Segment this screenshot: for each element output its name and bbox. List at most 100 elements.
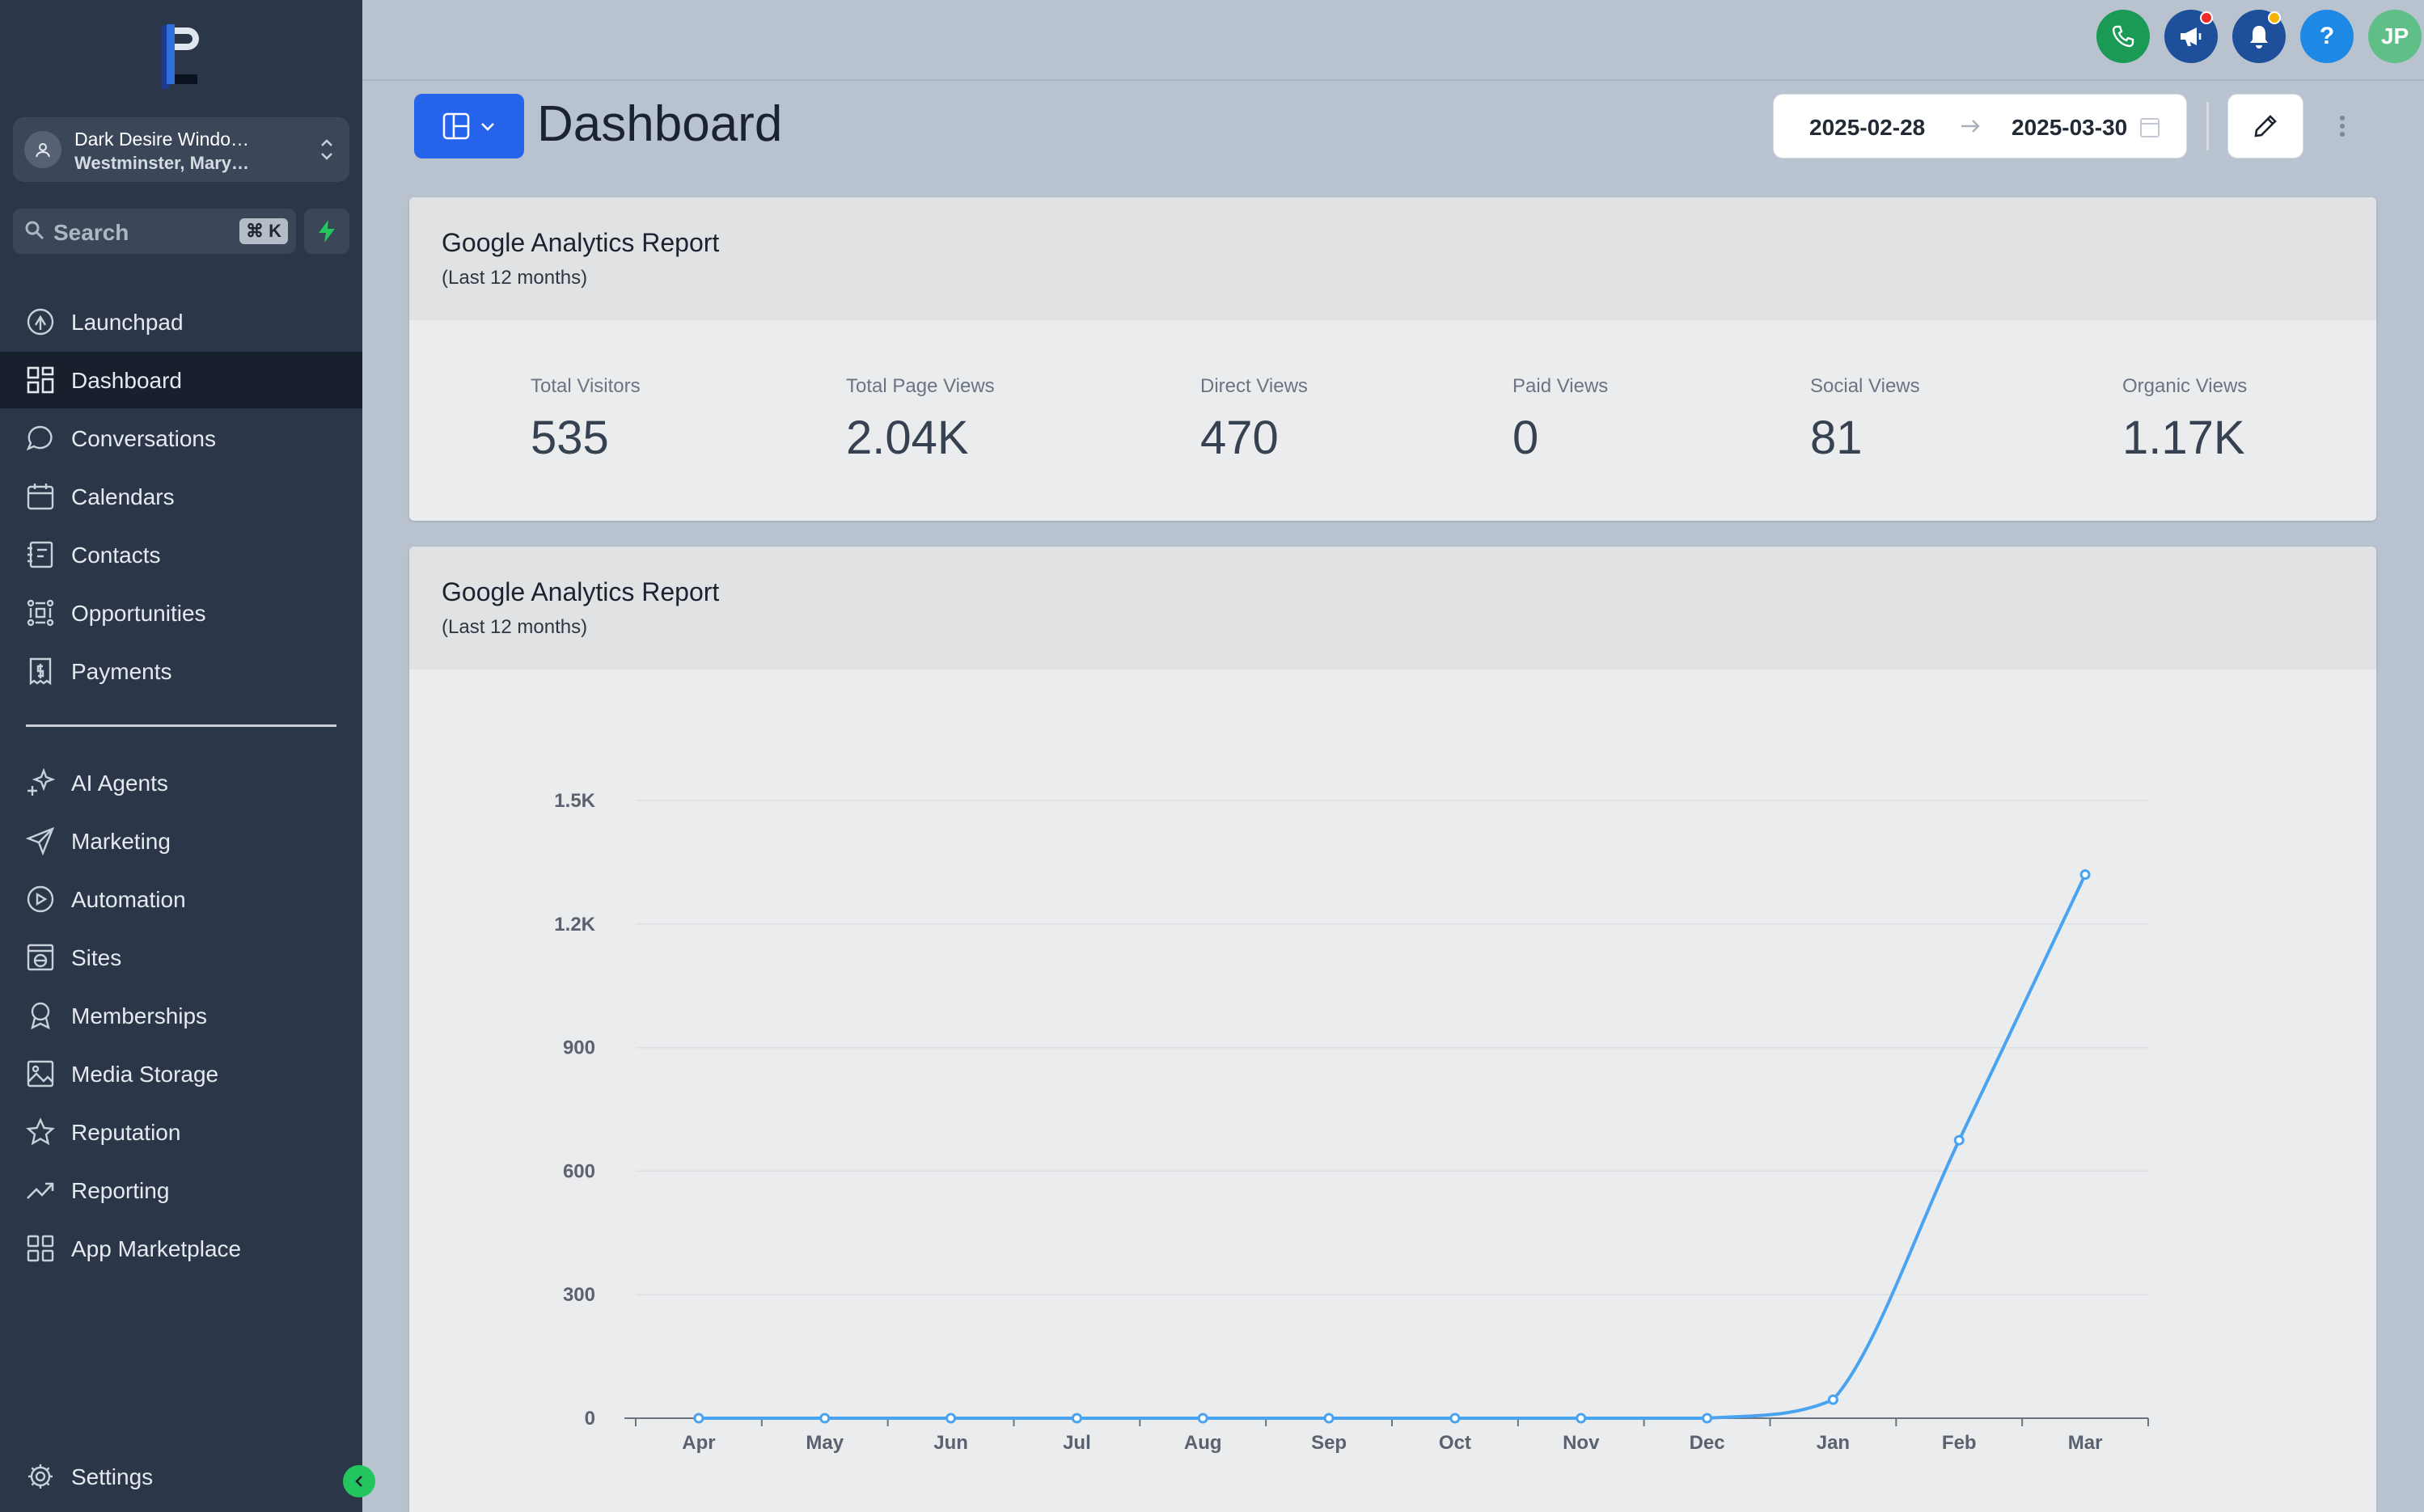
sidebar-item-payments[interactable]: Payments (0, 643, 362, 699)
sidebar-item-app-marketplace[interactable]: App Marketplace (0, 1220, 362, 1277)
sidebar-item-ai-agents[interactable]: AI Agents (0, 754, 362, 811)
quick-action-button[interactable] (304, 209, 349, 254)
search-box[interactable]: Search ⌘ K (13, 209, 296, 254)
card-subtitle: (Last 12 months) (442, 267, 588, 289)
sidebar-item-label: Calendars (71, 484, 175, 509)
series-line (698, 873, 2087, 1421)
card-header: Google Analytics Report (Last 12 months) (409, 197, 2376, 320)
sidebar-item-contacts[interactable]: Contacts (0, 526, 362, 583)
contacts-book-icon (27, 541, 53, 568)
brand-logo-icon[interactable] (159, 24, 201, 91)
data-point (1576, 1413, 1587, 1424)
user-location-icon (36, 143, 50, 158)
image-icon (27, 1060, 54, 1088)
stat-value: 0 (1512, 412, 1539, 464)
x-tick-label: Jul (1063, 1432, 1091, 1454)
sidebar-item-marketing[interactable]: Marketing (0, 813, 362, 869)
search-shortcut-badge: ⌘ K (239, 218, 288, 244)
dashboard-grid-icon (27, 366, 54, 394)
top-bar: ? JP (362, 0, 2424, 81)
sidebar-item-reputation[interactable]: Reputation (0, 1104, 362, 1160)
x-tick-label: Nov (1563, 1432, 1600, 1454)
sidebar-item-memberships[interactable]: Memberships (0, 987, 362, 1044)
x-tick-label: Jan (1817, 1432, 1850, 1454)
chevron-down-icon (481, 123, 494, 131)
megaphone-icon (2181, 27, 2202, 46)
more-options-button[interactable] (2328, 110, 2357, 142)
announcements-button[interactable] (2164, 10, 2218, 63)
x-tick-label: Jun (933, 1432, 968, 1454)
dashboard-layout-switcher[interactable] (414, 94, 524, 158)
x-tick-label: May (806, 1432, 844, 1454)
card-subtitle: (Last 12 months) (442, 616, 588, 638)
sidebar-item-media-storage[interactable]: Media Storage (0, 1045, 362, 1102)
sidebar-item-label: Dashboard (71, 368, 182, 393)
sidebar-item-label: Launchpad (71, 310, 184, 335)
arrow-right-icon (1961, 120, 1980, 133)
award-icon (31, 1002, 50, 1030)
x-tick-label: Dec (1690, 1432, 1725, 1454)
pencil-icon (2254, 115, 2277, 137)
launchpad-icon (27, 308, 54, 336)
sidebar-item-label: Memberships (71, 1003, 208, 1028)
data-point (945, 1413, 957, 1424)
bell-icon (2250, 26, 2268, 49)
notification-dot (2268, 11, 2281, 24)
stat-paid-views: Paid Views 0 (1512, 375, 1608, 465)
y-tick-label: 600 (563, 1160, 595, 1182)
data-point (1702, 1413, 1713, 1424)
sidebar-item-label: Media Storage (71, 1062, 219, 1087)
stat-social-views: Social Views 81 (1810, 375, 1920, 465)
stat-value: 1.17K (2122, 412, 2245, 464)
sidebar-item-automation[interactable]: Automation (0, 871, 362, 927)
sidebar-item-conversations[interactable]: Conversations (0, 410, 362, 467)
star-icon (26, 1117, 55, 1146)
globe-window-icon (27, 944, 54, 971)
location-avatar (24, 131, 61, 168)
date-range-picker[interactable]: 2025-02-28 2025-03-30 (1773, 94, 2187, 158)
sidebar-item-calendars[interactable]: Calendars (0, 468, 362, 525)
header-divider (2206, 102, 2209, 150)
phone-button[interactable] (2096, 10, 2150, 63)
sidebar-item-opportunities[interactable]: Opportunities (0, 585, 362, 641)
y-tick-label: 1.5K (554, 790, 595, 812)
data-point (1323, 1413, 1335, 1424)
gear-icon (28, 1464, 53, 1489)
y-tick-label: 0 (585, 1408, 595, 1430)
data-point (1197, 1413, 1208, 1424)
sidebar-item-settings[interactable]: Settings (0, 1448, 362, 1505)
sidebar-item-sites[interactable]: Sites (0, 929, 362, 986)
search-placeholder: Search (53, 220, 129, 245)
date-start[interactable]: 2025-02-28 (1809, 115, 1926, 140)
payments-icon (29, 657, 52, 686)
sidebar-item-launchpad[interactable]: Launchpad (0, 294, 362, 350)
sidebar-item-label: Conversations (71, 426, 216, 451)
chat-bubble-icon (26, 425, 53, 451)
account-location: Westminster, Mary… (74, 153, 250, 173)
sidebar-item-label: Contacts (71, 543, 161, 568)
x-tick-label: Feb (1942, 1432, 1977, 1454)
sidebar-item-label: Settings (71, 1464, 154, 1489)
paper-plane-icon (26, 826, 55, 855)
collapse-sidebar-button[interactable] (343, 1465, 375, 1497)
search-icon (25, 221, 44, 240)
data-point (693, 1413, 704, 1424)
help-button[interactable]: ? (2300, 10, 2354, 63)
sidebar-item-label: Reporting (71, 1178, 170, 1203)
apps-grid-icon (27, 1235, 54, 1262)
account-switcher[interactable]: Dark Desire Windo… Westminster, Mary… (13, 117, 349, 182)
line-chart: 0 300 600 900 1.2K 1.5K Apr May Jun Jul Aug Sep Oct N… (554, 790, 2149, 1454)
edit-dashboard-button[interactable] (2227, 94, 2303, 158)
user-avatar[interactable]: JP (2368, 10, 2422, 63)
sidebar-item-reporting[interactable]: Reporting (0, 1162, 362, 1218)
stat-total-visitors: Total Visitors 535 (531, 375, 641, 465)
date-end[interactable]: 2025-03-30 (2012, 115, 2128, 140)
x-tick-label: Mar (2068, 1432, 2103, 1454)
data-point (1449, 1413, 1461, 1424)
data-point (1071, 1413, 1082, 1424)
sidebar-item-label: Reputation (71, 1120, 181, 1145)
sidebar-item-dashboard[interactable]: Dashboard (0, 352, 362, 408)
sidebar-item-label: Opportunities (71, 601, 206, 626)
sidebar-item-label: App Marketplace (71, 1236, 242, 1261)
notifications-button[interactable] (2232, 10, 2286, 63)
